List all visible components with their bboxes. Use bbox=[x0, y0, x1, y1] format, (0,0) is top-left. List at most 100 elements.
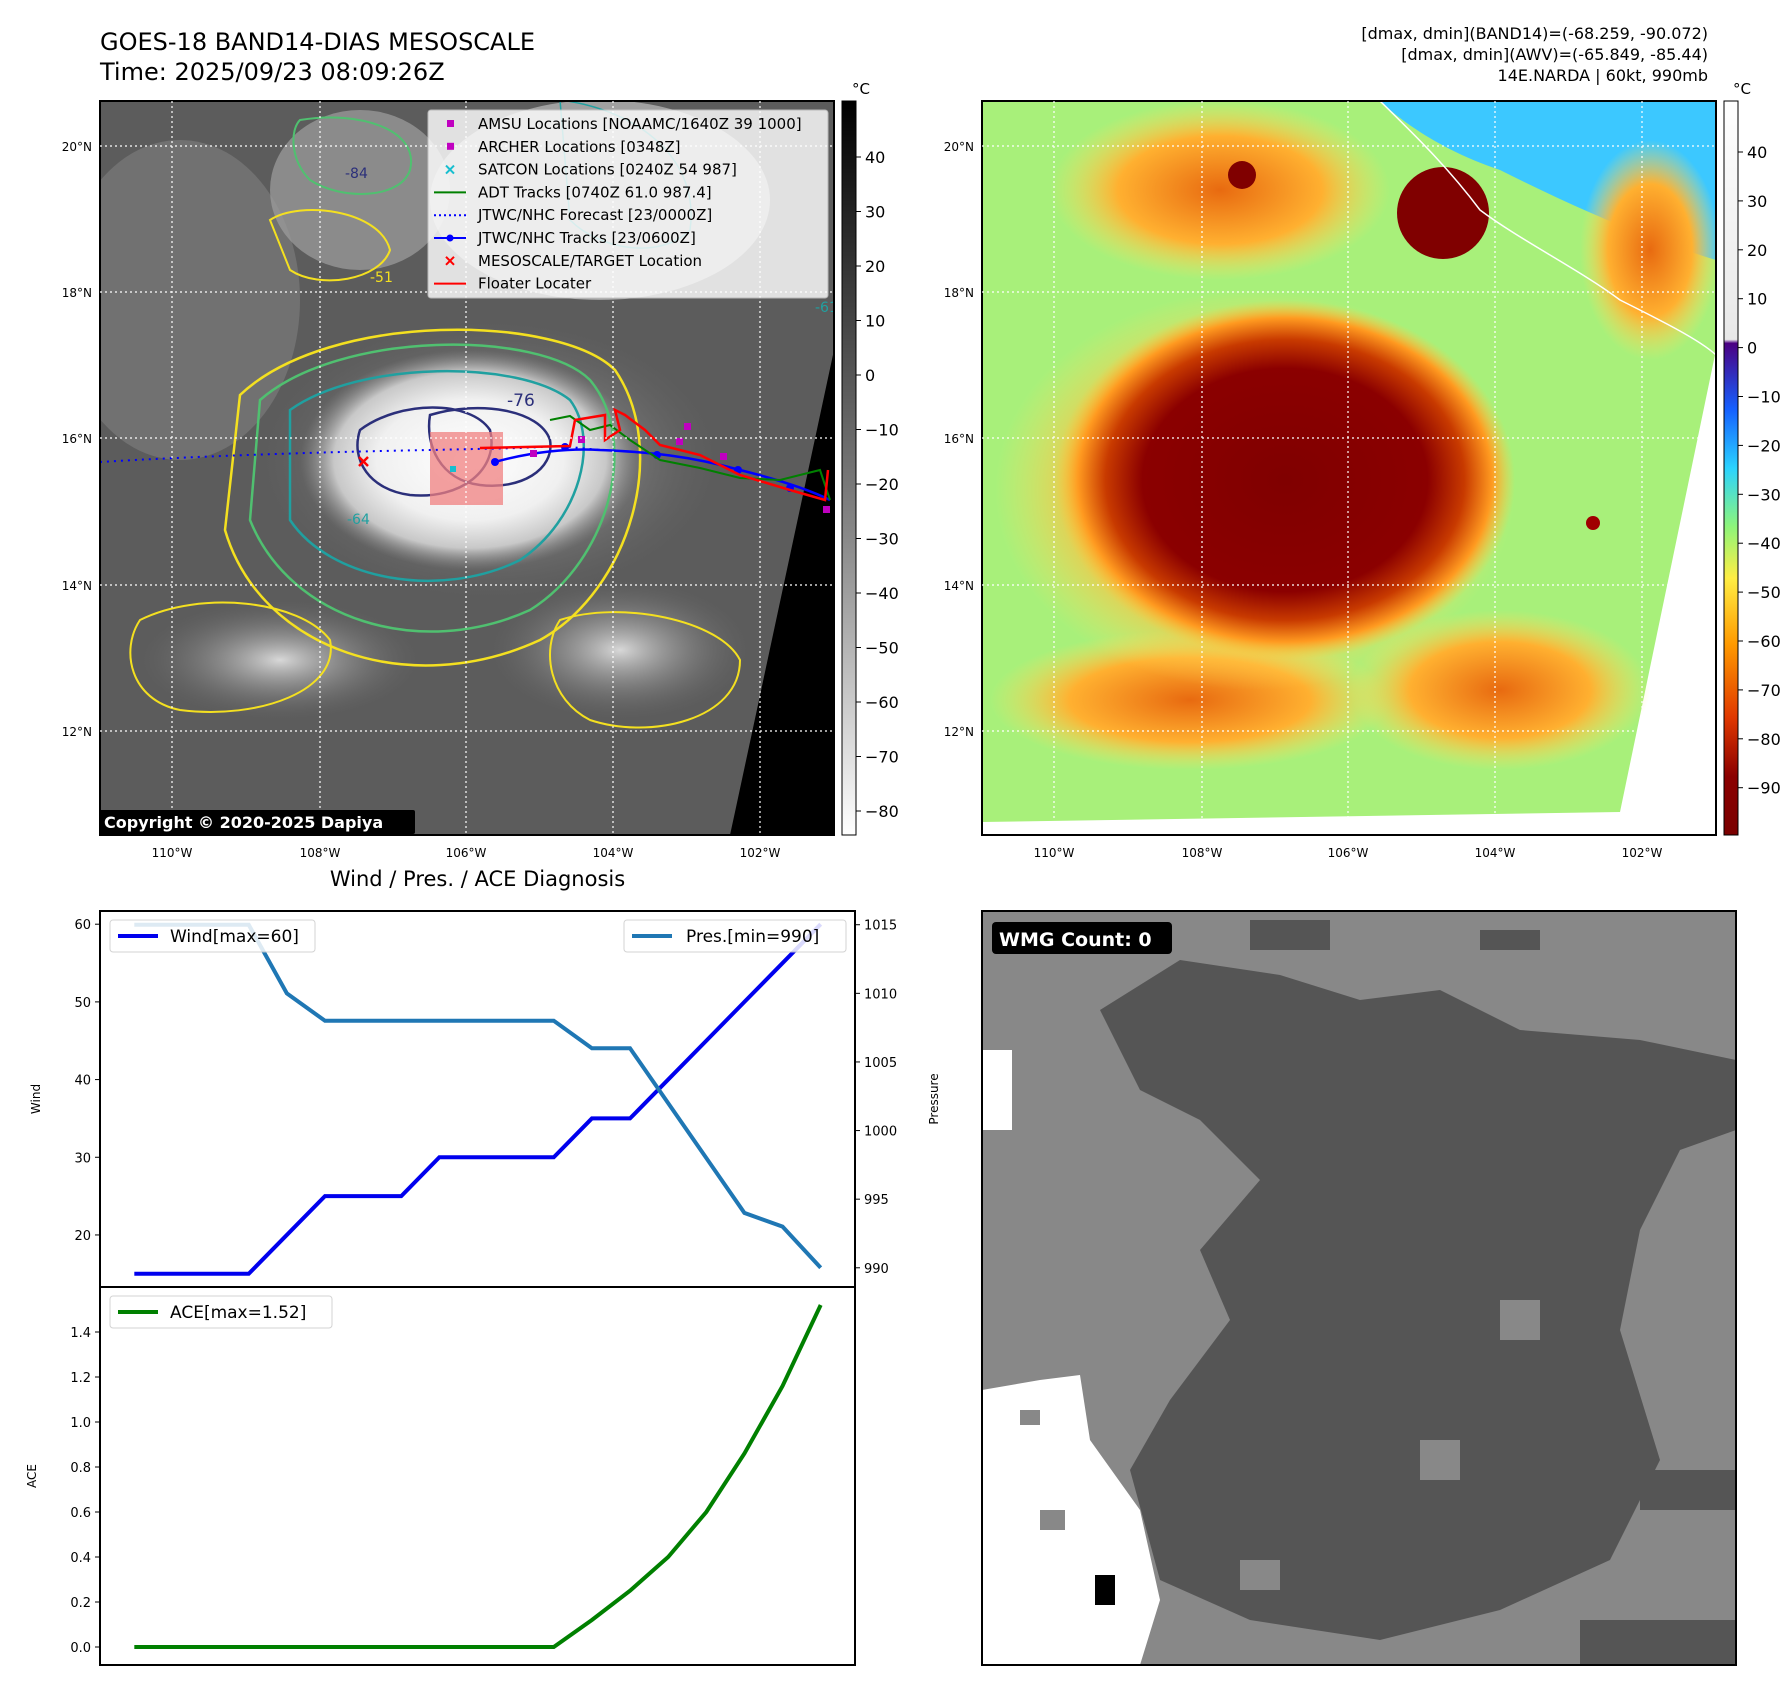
colorbar-left bbox=[841, 100, 857, 836]
colorbar-tick: −40 bbox=[865, 584, 899, 603]
pressure-ytick: 990 bbox=[864, 1262, 889, 1277]
colorbar-tick: 30 bbox=[1747, 192, 1767, 211]
legend-label: JTWC/NHC Forecast [23/0000Z] bbox=[477, 206, 712, 224]
copyright: Copyright © 2020-2025 Dapiya bbox=[104, 813, 383, 832]
colorbar-tick: −10 bbox=[865, 421, 899, 440]
lat-label: 12°N bbox=[944, 725, 974, 739]
lat-label: 12°N bbox=[62, 725, 92, 739]
lon-label: 106°W bbox=[1328, 846, 1369, 860]
forecast-track bbox=[100, 444, 601, 463]
legend-label: SATCON Locations [0240Z 54 987] bbox=[478, 161, 737, 179]
ace-ylabel: ACE bbox=[25, 1464, 39, 1488]
wind-ytick: 50 bbox=[74, 996, 91, 1011]
lon-label: 102°W bbox=[1622, 846, 1663, 860]
colorbar-tick: 20 bbox=[865, 257, 885, 276]
ace-axes bbox=[99, 1286, 856, 1666]
ace-ytick: 0.4 bbox=[70, 1551, 91, 1566]
map-legend: AMSU Locations [NOAAMC/1640Z 39 1000] ARC… bbox=[427, 109, 829, 299]
colorbar-tick: −30 bbox=[865, 530, 899, 549]
legend-item: MESOSCALE/TARGET Location bbox=[445, 252, 702, 270]
legend-label: ARCHER Locations [0348Z] bbox=[478, 138, 681, 156]
ace-ytick: 1.2 bbox=[70, 1371, 91, 1386]
lat-label: 20°N bbox=[62, 140, 92, 154]
colorbar-tick: −50 bbox=[1747, 583, 1781, 602]
contour-label-4: -84 bbox=[345, 166, 368, 182]
lat-label: 14°N bbox=[944, 579, 974, 593]
colorbar-tick: −20 bbox=[865, 475, 899, 494]
wind-ytick: 60 bbox=[74, 918, 91, 933]
ace-legend: ACE[max=1.52] bbox=[109, 1295, 333, 1329]
legend-item: AMSU Locations [NOAAMC/1640Z 39 1000] bbox=[447, 115, 802, 133]
diagnosis-charts: 20 30 40 50 60 990 995 1000 1005 1010 1015 Wind Pres… bbox=[25, 910, 941, 1666]
figure-time: Time: 2025/09/23 08:09:26Z bbox=[100, 58, 445, 86]
ace-ytick: 0.0 bbox=[70, 1641, 91, 1656]
pressure-ytick: 1005 bbox=[864, 1056, 897, 1071]
colorbar-tick: −60 bbox=[865, 693, 899, 712]
lat-label: 14°N bbox=[62, 579, 92, 593]
lon-label: 102°W bbox=[740, 846, 781, 860]
wmg-image bbox=[982, 911, 1736, 1665]
stats-band14: [dmax, dmin](BAND14)=(-68.259, -90.072) bbox=[1361, 24, 1708, 43]
legend-label: JTWC/NHC Tracks [23/0600Z] bbox=[477, 229, 696, 247]
legend-label: ADT Tracks [0740Z 61.0 987.4] bbox=[478, 183, 712, 201]
colorbar-tick: −80 bbox=[1747, 730, 1781, 749]
colorbar-tick: −10 bbox=[1747, 388, 1781, 407]
legend-item: ADT Tracks [0740Z 61.0 987.4] bbox=[434, 183, 712, 201]
colorbar-tick: −20 bbox=[1747, 436, 1781, 455]
dias-map-panel: 20°N 18°N 16°N 14°N 12°N 110°W 108°W 106°W 104°W… bbox=[944, 80, 1781, 860]
lat-label: 18°N bbox=[944, 286, 974, 300]
wind-ytick: 20 bbox=[74, 1229, 91, 1244]
colorbar-tick: 10 bbox=[1747, 290, 1767, 309]
ace-ytick: 1.4 bbox=[70, 1326, 91, 1341]
stats-storm: 14E.NARDA | 60kt, 990mb bbox=[1497, 66, 1708, 85]
legend-item: JTWC/NHC Tracks [23/0600Z] bbox=[434, 229, 696, 247]
colorbar-tick: 0 bbox=[1747, 339, 1757, 358]
dias-imagery bbox=[982, 101, 1716, 835]
colorbar-tick: 30 bbox=[865, 203, 885, 222]
ace-ytick: 0.2 bbox=[70, 1596, 91, 1611]
contour-label-1: -76 bbox=[507, 391, 535, 411]
colorbar-tick: −70 bbox=[865, 748, 899, 767]
wmg-count-label: WMG Count: 0 bbox=[999, 929, 1152, 951]
colorbar-tick: −30 bbox=[1747, 485, 1781, 504]
lon-label: 110°W bbox=[152, 846, 193, 860]
wind-ytick: 40 bbox=[74, 1074, 91, 1089]
legend-item: SATCON Locations [0240Z 54 987] bbox=[445, 161, 737, 179]
colorbar-unit-left: °C bbox=[852, 80, 870, 98]
legend-item: ARCHER Locations [0348Z] bbox=[447, 138, 681, 156]
ace-line bbox=[134, 1304, 823, 1649]
wmg-panel: WMG Count: 0 bbox=[981, 910, 1737, 1666]
contour-label-3: -51 bbox=[370, 270, 393, 286]
colorbar-tick: 10 bbox=[865, 312, 885, 331]
lon-label: 104°W bbox=[1475, 846, 1516, 860]
legend-item: Floater Locater bbox=[434, 275, 592, 293]
ir-map-panel: -76 -64 -51 -84 -61 20°N 18°N 16°N 14°N 12°N… bbox=[62, 80, 899, 860]
lat-label: 16°N bbox=[944, 432, 974, 446]
wind-legend-label: Wind[max=60] bbox=[170, 927, 299, 947]
wind-ytick: 30 bbox=[74, 1151, 91, 1166]
lon-label: 108°W bbox=[1182, 846, 1223, 860]
pressure-ylabel: Pressure bbox=[927, 1073, 941, 1124]
colorbar-tick: 20 bbox=[1747, 241, 1767, 260]
colorbar-tick: −40 bbox=[1747, 534, 1781, 553]
adt-track bbox=[549, 414, 831, 501]
legend-item: JTWC/NHC Forecast [23/0000Z] bbox=[434, 206, 712, 224]
contour-label-2: -64 bbox=[347, 512, 370, 528]
floater-track bbox=[479, 407, 830, 502]
legend-label: AMSU Locations [NOAAMC/1640Z 39 1000] bbox=[478, 115, 802, 133]
stats-awv: [dmax, dmin](AWV)=(-65.849, -85.44) bbox=[1401, 45, 1708, 64]
ace-ytick: 1.0 bbox=[70, 1416, 91, 1431]
wind-ylabel: Wind bbox=[29, 1084, 43, 1114]
colorbar-tick: 0 bbox=[865, 366, 875, 385]
ace-legend-label: ACE[max=1.52] bbox=[170, 1303, 306, 1323]
pressure-ytick: 1015 bbox=[864, 919, 897, 934]
colorbar-tick: 40 bbox=[1747, 143, 1767, 162]
lon-label: 104°W bbox=[593, 846, 634, 860]
colorbar-tick: −60 bbox=[1747, 632, 1781, 651]
colorbar-tick: −50 bbox=[865, 639, 899, 658]
wind-line bbox=[134, 922, 823, 1276]
legend-label: Floater Locater bbox=[478, 275, 592, 293]
best-track bbox=[494, 448, 831, 502]
colorbar-tick: −90 bbox=[1747, 779, 1781, 798]
target-marker bbox=[358, 456, 369, 467]
